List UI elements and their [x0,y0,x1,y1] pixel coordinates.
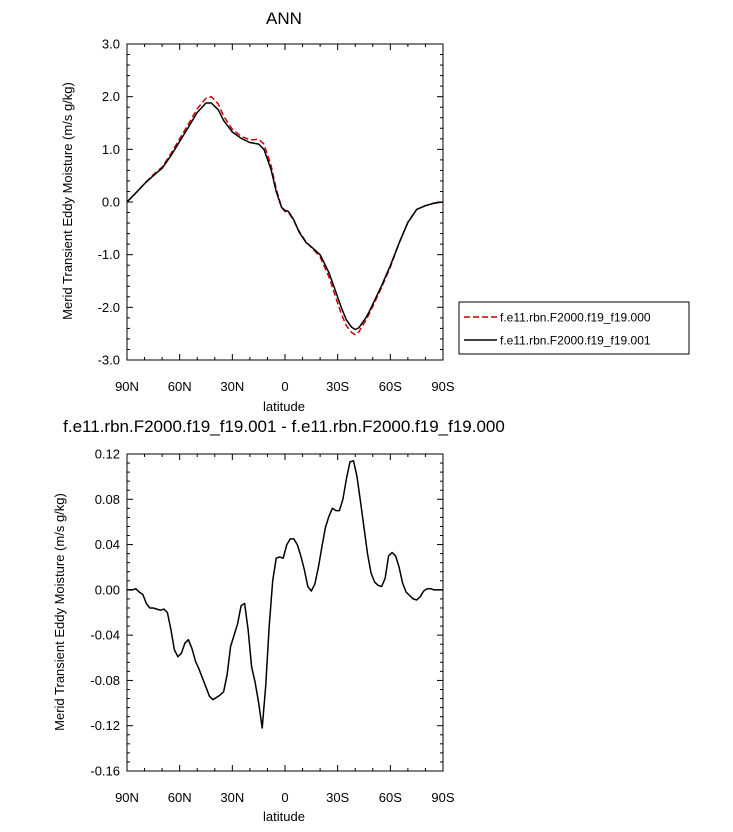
top-x-tick-label: 0 [281,379,288,394]
top-x-tick-label: 30S [326,379,349,394]
top-x-tick-label: 30N [220,379,244,394]
top-y-tick-label: -2.0 [98,300,120,315]
legend-entry: f.e11.rbn.F2000.f19_f19.000 [500,311,651,325]
top-x-tick-label: 60N [168,379,192,394]
bottom-x-tick-label: 30S [326,790,349,805]
bottom-y-tick-label: 0.12 [95,447,120,462]
top-x-tick-label: 90N [115,379,139,394]
bottom-y-tick-label: -0.08 [90,673,120,688]
bottom-x-tick-label: 90N [115,790,139,805]
top-y-tick-label: 3.0 [102,37,120,52]
top-y-tick-label: 2.0 [102,89,120,104]
bottom-chart-xlabel: latitude [263,809,305,824]
bottom-y-tick-label: 0.08 [95,492,120,507]
top-plot-frame [126,43,444,361]
bottom-chart-ylabel: Merid Transient Eddy Moisture (m/s g/kg) [52,493,67,731]
top-chart: ANN Merid Transient Eddy Moisture (m/s g… [60,9,690,414]
bottom-x-tick-label: 30N [220,790,244,805]
top-x-tick-label: 90S [431,379,454,394]
bottom-series-line-0 [127,460,443,729]
top-y-tick-label: 0.0 [102,195,120,210]
bottom-y-tick-label: -0.04 [90,628,120,643]
top-series-line-1 [126,102,444,331]
bottom-x-tick-label: 60S [379,790,402,805]
legend: f.e11.rbn.F2000.f19_f19.000 f.e11.rbn.F20… [458,301,690,355]
bottom-y-tick-label: -0.16 [90,764,120,779]
top-y-tick-label: -3.0 [98,353,120,368]
top-chart-title: ANN [266,9,302,28]
bottom-chart-title: f.e11.rbn.F2000.f19_f19.001 - f.e11.rbn.… [63,417,505,436]
top-y-tick-label: 1.0 [102,142,120,157]
top-chart-ylabel: Merid Transient Eddy Moisture (m/s g/kg) [60,82,75,320]
bottom-plot-frame [126,453,444,772]
bottom-x-tick-label: 0 [281,790,288,805]
bottom-x-tick-label: 60N [168,790,192,805]
top-chart-xlabel: latitude [263,399,305,414]
top-y-tick-label: -1.0 [98,247,120,262]
bottom-y-tick-label: 0.04 [95,537,120,552]
bottom-y-tick-label: 0.00 [95,582,120,597]
bottom-y-tick-label: -0.12 [90,718,120,733]
bottom-chart: f.e11.rbn.F2000.f19_f19.001 - f.e11.rbn.… [52,417,505,824]
top-series-line-0 [126,95,444,336]
legend-box [458,301,690,355]
legend-entry: f.e11.rbn.F2000.f19_f19.001 [500,334,651,348]
bottom-x-tick-label: 90S [431,790,454,805]
top-x-tick-label: 60S [379,379,402,394]
